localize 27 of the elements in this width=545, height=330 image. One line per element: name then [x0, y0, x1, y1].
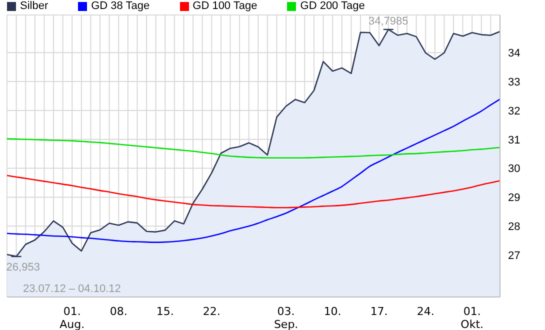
- x-tick-label: 17.: [370, 305, 388, 318]
- x-tick-label: 15.: [156, 305, 174, 318]
- y-tick-label: 32: [508, 105, 520, 118]
- y-tick-label: 34: [508, 48, 520, 60]
- legend-label: Silber: [20, 0, 48, 12]
- x-tick-label: 08.: [110, 305, 128, 318]
- line-series: [6, 98, 501, 243]
- y-tick-label: 31: [508, 134, 520, 146]
- x-tick-label: 10.: [324, 305, 342, 318]
- annotation: 26,953: [6, 262, 40, 274]
- x-tick-label: 01. Aug.: [60, 305, 85, 330]
- x-tick-label: 03. Sep.: [274, 305, 298, 330]
- x-tick-label: 24.: [416, 305, 434, 318]
- line-series: [6, 138, 501, 159]
- annotation: 23.07.12 – 04.10.12: [23, 283, 121, 295]
- legend-label: GD 100 Tage: [192, 0, 258, 12]
- legend-label: GD 38 Tage: [91, 0, 150, 12]
- y-tick-label: 33: [508, 76, 520, 88]
- y-tick-label: 30: [508, 163, 520, 176]
- y-tick-label: 27: [508, 250, 520, 262]
- x-tick-label: 22.: [202, 305, 220, 318]
- y-tick-label: 29: [508, 192, 520, 204]
- x-tick-label: 01. Okt.: [460, 305, 484, 330]
- legend-label: GD 200 Tage: [300, 0, 365, 12]
- line-series: [6, 174, 501, 208]
- y-tick-label: 28: [508, 221, 520, 234]
- annotation: 34,7985: [368, 15, 408, 28]
